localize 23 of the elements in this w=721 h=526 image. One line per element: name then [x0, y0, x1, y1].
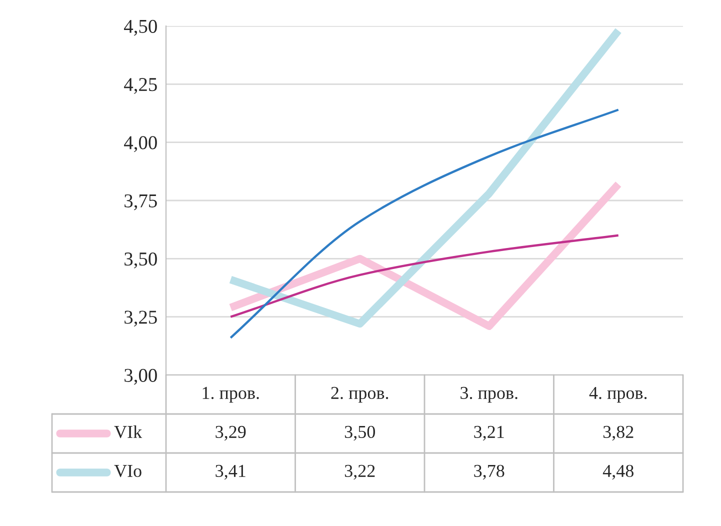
x-tick-label: 2. пров. [331, 386, 388, 403]
data-label: 4,48 [602, 464, 634, 480]
data-label: 3,82 [603, 426, 634, 441]
data-label: 3,22 [344, 464, 375, 480]
line-series [230, 234, 620, 318]
data-label: 3,41 [216, 464, 246, 480]
data-label: 3,78 [474, 464, 504, 480]
y-tick-label: 4,00 [124, 136, 157, 152]
y-tick-label: 4,25 [124, 78, 157, 94]
data-label: 3,50 [344, 426, 375, 441]
line-series [230, 108, 620, 339]
data-label: 3,21 [474, 426, 504, 441]
x-tick-label: 1. пров. [202, 386, 259, 403]
y-tick-label: 3,75 [124, 194, 157, 210]
y-tick-label: 3,50 [124, 252, 157, 268]
x-tick-label: 4. пров. [589, 386, 647, 403]
y-tick-label: 3,00 [124, 368, 157, 385]
y-tick-label: 4,50 [124, 20, 157, 36]
y-tick-label: 3,25 [124, 310, 157, 327]
legend-label: VIk [114, 425, 142, 438]
x-tick-label: 3. пров. [460, 386, 518, 403]
data-label: 3,29 [216, 426, 246, 441]
legend-label: VIo [114, 465, 142, 478]
